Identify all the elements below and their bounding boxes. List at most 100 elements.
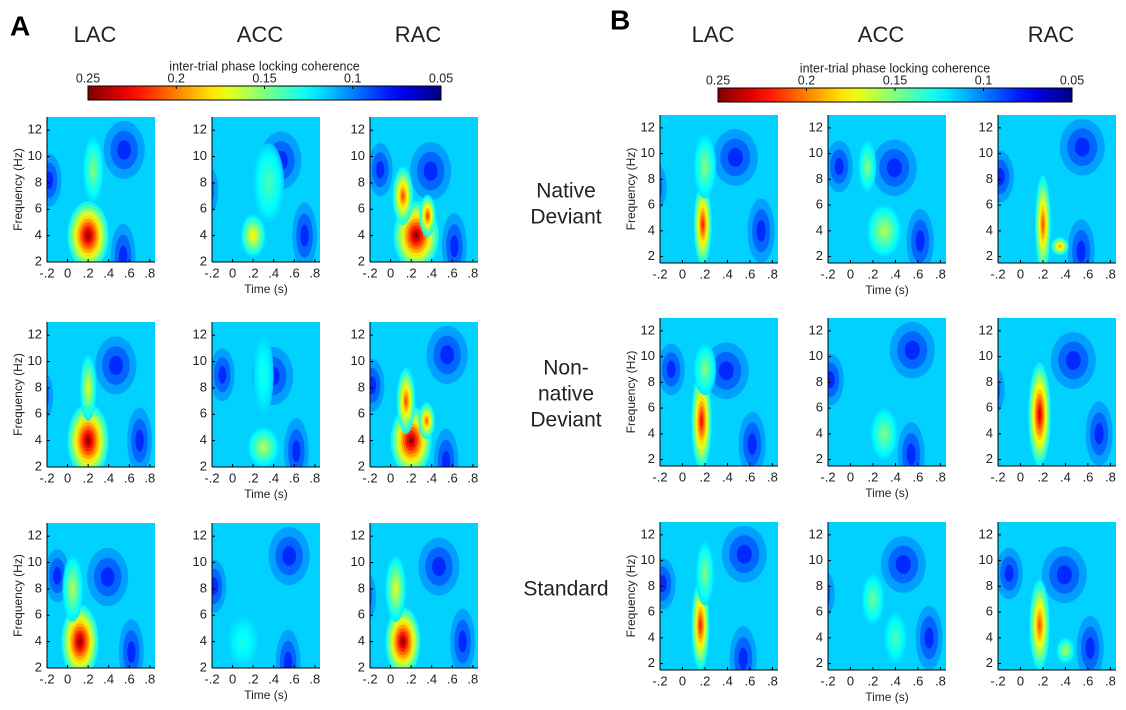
x-tick-label: .2	[700, 266, 711, 281]
heatmap	[828, 115, 946, 263]
y-tick-label: 2	[816, 655, 823, 670]
x-tick-label: .8	[309, 265, 320, 280]
y-tick-label: 12	[351, 528, 365, 543]
heatmap-contour	[86, 436, 91, 445]
x-tick-label: .4	[103, 671, 114, 686]
heatmap-contour	[700, 416, 703, 426]
x-tick-label: 0	[679, 469, 686, 484]
heatmap-contour	[871, 596, 875, 602]
heatmap	[660, 318, 778, 466]
heatmap-contour	[894, 635, 897, 641]
colorbar-tick-label: 0.25	[76, 71, 100, 85]
x-tick-label: .6	[447, 265, 458, 280]
y-tick-label: 2	[986, 248, 993, 263]
y-tick-label: 4	[358, 432, 365, 447]
y-tick-label: 10	[193, 148, 207, 163]
heatmap-low	[100, 567, 115, 587]
x-tick-label: .8	[935, 266, 946, 281]
y-tick-label: 2	[200, 659, 207, 674]
heatmap-contour	[882, 431, 886, 437]
x-tick-label: .2	[1038, 673, 1049, 688]
heatmap-low	[212, 167, 219, 214]
y-tick-label: 2	[358, 458, 365, 473]
y-tick-label: 2	[200, 253, 207, 268]
y-tick-label: 8	[35, 379, 42, 394]
y-tick-label: 4	[816, 629, 823, 644]
y-axis-label: Frequency (Hz)	[624, 555, 638, 638]
x-tick-label: 0	[1017, 266, 1024, 281]
y-tick-label: 4	[200, 432, 207, 447]
heatmap-low	[756, 220, 766, 242]
y-tick-label: 6	[986, 197, 993, 212]
heatmap-contour	[409, 437, 414, 445]
x-tick-label: .2	[868, 266, 879, 281]
x-tick-label: .4	[1060, 266, 1071, 281]
x-tick-label: -.2	[990, 673, 1005, 688]
y-tick-label: 10	[351, 148, 365, 163]
x-tick-label: .4	[722, 469, 733, 484]
heatmap-low	[300, 224, 309, 247]
heatmap-contour	[701, 220, 704, 229]
heatmap-low	[828, 582, 831, 606]
heatmap-low	[660, 164, 667, 210]
y-axis-label: Frequency (Hz)	[11, 554, 25, 637]
heatmap-low	[212, 577, 219, 596]
x-tick-label: 0	[229, 470, 236, 485]
x-tick-label: .4	[426, 470, 437, 485]
heatmap-contour	[1064, 649, 1067, 652]
y-tick-label: 12	[809, 322, 823, 337]
y-tick-label: 4	[200, 633, 207, 648]
heatmap-contour	[699, 620, 702, 630]
y-tick-label: 12	[979, 119, 993, 134]
heatmap-contour	[262, 370, 265, 379]
x-tick-label: .2	[1038, 469, 1049, 484]
heatmap	[47, 117, 155, 262]
y-tick-label: 6	[816, 197, 823, 212]
heatmap-low	[282, 546, 296, 566]
x-tick-label: .8	[767, 469, 778, 484]
y-tick-label: 8	[200, 174, 207, 189]
heatmap-contour	[414, 232, 419, 240]
x-tick-label: 0	[1017, 469, 1024, 484]
x-axis-label: Time (s)	[244, 688, 288, 702]
y-tick-label: 4	[648, 629, 655, 644]
heatmap-low	[924, 627, 934, 649]
y-tick-label: 10	[641, 145, 655, 160]
heatmap-low	[292, 440, 301, 463]
heatmap-contour	[1038, 409, 1041, 420]
colorbar-tick-label: 0.2	[798, 73, 815, 87]
column-header: RAC	[395, 22, 442, 47]
x-tick-label: .2	[700, 673, 711, 688]
x-tick-label: .8	[935, 469, 946, 484]
y-axis-label: Frequency (Hz)	[624, 148, 638, 231]
x-tick-label: .4	[268, 470, 279, 485]
heatmap-low	[738, 647, 748, 670]
y-tick-label: 12	[641, 119, 655, 134]
y-tick-label: 2	[35, 458, 42, 473]
column-header: ACC	[858, 22, 905, 47]
y-tick-label: 12	[979, 526, 993, 541]
heatmap-low	[432, 556, 446, 577]
y-tick-label: 8	[358, 379, 365, 394]
heatmap	[998, 115, 1116, 263]
heatmap-contour	[92, 166, 95, 174]
y-tick-label: 6	[648, 604, 655, 619]
heatmap-low	[440, 345, 454, 365]
heatmap	[47, 322, 155, 467]
heatmap-low	[376, 160, 385, 179]
x-tick-label: .8	[767, 673, 778, 688]
y-tick-label: 4	[986, 629, 993, 644]
y-tick-label: 4	[648, 222, 655, 237]
heatmap-low	[109, 355, 123, 376]
heatmap-contour	[703, 163, 707, 170]
x-tick-label: .6	[447, 470, 458, 485]
y-tick-label: 2	[648, 655, 655, 670]
heatmap-low	[904, 340, 920, 360]
x-tick-label: .4	[1060, 469, 1071, 484]
y-tick-label: 10	[351, 353, 365, 368]
y-tick-label: 10	[809, 348, 823, 363]
y-tick-label: 4	[35, 633, 42, 648]
heatmap-contour	[86, 232, 91, 240]
y-tick-label: 6	[358, 607, 365, 622]
x-tick-label: 0	[847, 673, 854, 688]
